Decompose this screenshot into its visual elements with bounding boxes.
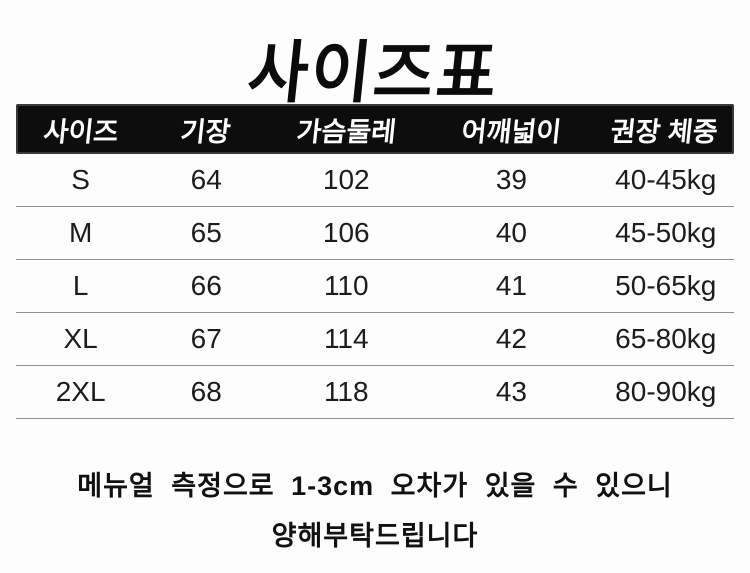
table-header-row: 사이즈 기장 가슴둘레 어깨넓이 권장 체중 — [16, 104, 734, 154]
cell-length: 68 — [145, 366, 268, 419]
header-cell-weight: 권장 체중 — [597, 104, 734, 154]
disclaimer-line-2: 양해부탁드립니다 — [271, 521, 479, 551]
cell-chest: 106 — [267, 207, 426, 260]
cell-size: M — [16, 207, 146, 260]
header-label-shoulder: 어깨넓이 — [459, 116, 563, 147]
cell-shoulder: 39 — [425, 154, 598, 207]
disclaimer-line-1: 메뉴얼 측정으로 1-3cm 오차가 있을 수 있으니 — [77, 471, 673, 501]
table-row: 2XL 68 118 43 80-90kg — [16, 366, 734, 419]
header-label-size: 사이즈 — [42, 116, 121, 147]
cell-chest: 118 — [267, 366, 426, 419]
header-label-length: 기장 — [179, 116, 233, 147]
cell-weight: 40-45kg — [597, 154, 734, 207]
cell-shoulder: 43 — [425, 366, 598, 419]
cell-weight: 50-65kg — [597, 260, 734, 313]
cell-chest: 110 — [267, 260, 426, 313]
cell-shoulder: 40 — [425, 207, 598, 260]
cell-shoulder: 42 — [425, 313, 598, 366]
table-row: XL 67 114 42 65-80kg — [16, 313, 734, 366]
cell-size: XL — [16, 313, 146, 366]
cell-size: S — [16, 154, 146, 207]
header-cell-chest: 가슴둘레 — [267, 104, 426, 154]
header-cell-length: 기장 — [145, 104, 268, 154]
size-table: 사이즈 기장 가슴둘레 어깨넓이 권장 체중 S 64 102 39 40-45… — [16, 104, 734, 419]
cell-chest: 102 — [267, 154, 426, 207]
header-label-weight: 권장 체중 — [609, 116, 720, 147]
header-cell-shoulder: 어깨넓이 — [425, 104, 598, 154]
measurement-disclaimer: 메뉴얼 측정으로 1-3cm 오차가 있을 수 있으니 양해부탁드립니다 — [0, 461, 750, 561]
title-area: 사이즈표 — [0, 0, 750, 111]
table-row: L 66 110 41 50-65kg — [16, 260, 734, 313]
cell-shoulder: 41 — [425, 260, 598, 313]
header-cell-size: 사이즈 — [16, 104, 146, 154]
cell-weight: 80-90kg — [597, 366, 734, 419]
cell-size: 2XL — [16, 366, 146, 419]
cell-length: 67 — [145, 313, 268, 366]
header-label-chest: 가슴둘레 — [294, 116, 398, 147]
cell-weight: 45-50kg — [597, 207, 734, 260]
cell-length: 66 — [145, 260, 268, 313]
table-row: S 64 102 39 40-45kg — [16, 154, 734, 207]
cell-weight: 65-80kg — [597, 313, 734, 366]
cell-size: L — [16, 260, 146, 313]
page-title: 사이즈표 — [244, 34, 504, 111]
cell-length: 64 — [145, 154, 268, 207]
table-row: M 65 106 40 45-50kg — [16, 207, 734, 260]
cell-chest: 114 — [267, 313, 426, 366]
cell-length: 65 — [145, 207, 268, 260]
